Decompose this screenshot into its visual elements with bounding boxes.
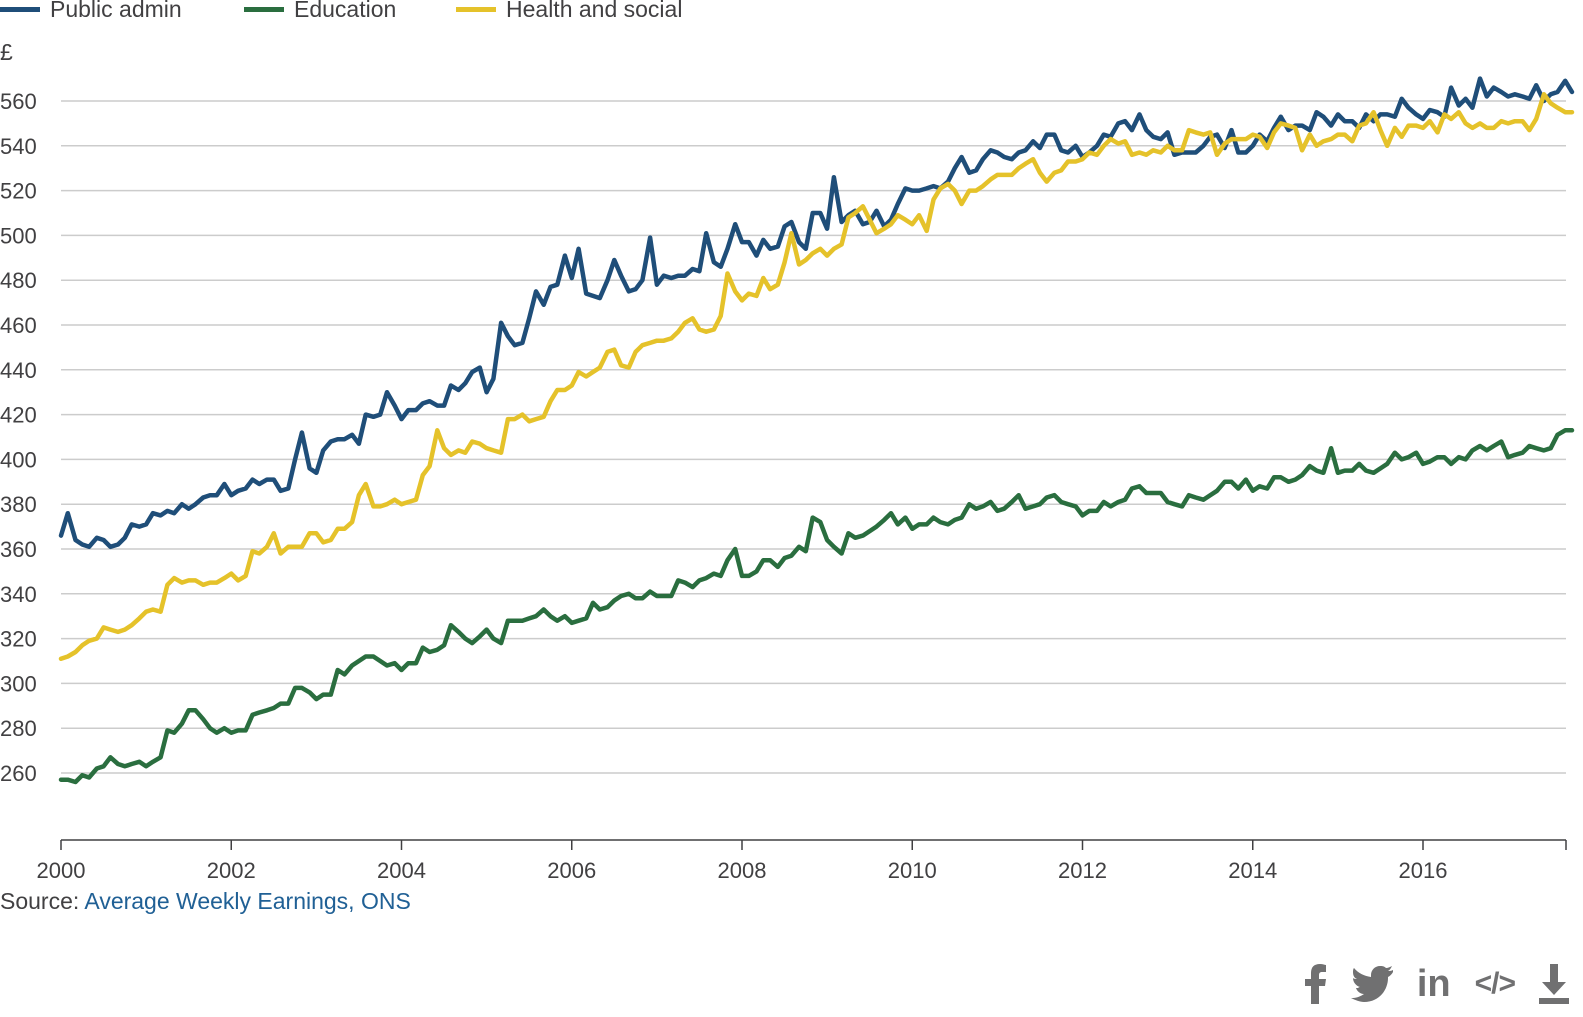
download-icon[interactable] [1539,960,1569,1008]
series-line-education [58,428,1575,785]
y-tick-label: 480 [0,268,37,293]
legend: Public admin Education Health and social [0,0,756,26]
x-tick-label: 2016 [1399,858,1448,883]
x-axis: 2000 2002 2004 2006 2008 2010 2012 2014 2016 [37,839,1567,883]
x-tick-label: 2008 [718,858,767,883]
y-tick-label: 440 [0,358,37,383]
y-tick-label: 460 [0,313,37,338]
x-tick-label: 2006 [547,858,596,883]
x-tick-label: 2014 [1228,858,1277,883]
embed-code-icon[interactable]: </> [1474,967,1516,1000]
source-prefix: Source: [0,888,85,914]
x-tick-label: 2012 [1058,858,1107,883]
y-axis-ticks: 260 280 300 320 340 360 380 400 420 440 460 480 500 5… [0,89,37,786]
source-note: Source: Average Weekly Earnings, ONS [0,888,411,915]
series-line-public-admin [58,76,1575,550]
legend-swatch [244,6,284,12]
legend-item: Public admin [0,0,244,26]
y-axis-unit: £ [0,39,13,65]
legend-label: Public admin [50,0,182,22]
y-tick-label: 400 [0,447,37,472]
y-tick-label: 500 [0,223,37,248]
x-tick-label: 2000 [37,858,86,883]
y-tick-label: 540 [0,134,37,159]
twitter-icon[interactable] [1350,960,1393,1008]
legend-swatch [0,6,40,12]
y-tick-label: 380 [0,492,37,517]
source-link[interactable]: Average Weekly Earnings, ONS [84,888,411,914]
series-lines [58,76,1575,785]
y-tick-label: 340 [0,582,37,607]
y-tick-label: 320 [0,627,37,652]
x-tick-label: 2002 [207,858,256,883]
facebook-icon[interactable] [1304,960,1327,1008]
linkedin-icon[interactable]: in [1416,962,1451,1005]
y-tick-label: 280 [0,716,37,741]
legend-item: Education [244,0,456,26]
x-tick-label: 2004 [377,858,426,883]
y-tick-label: 520 [0,179,37,204]
y-tick-label: 300 [0,671,37,696]
x-tick-label: 2010 [888,858,937,883]
share-toolbar: in </> [1304,960,1569,1008]
legend-item: Health and social [456,0,756,26]
legend-label: Education [294,0,397,22]
gridlines [61,100,1566,774]
y-tick-label: 260 [0,761,37,786]
y-tick-label: 560 [0,89,37,114]
y-tick-label: 420 [0,403,37,428]
legend-label: Health and social [506,0,683,22]
series-line-health-and-social [58,92,1575,662]
legend-swatch [456,6,496,12]
y-tick-label: 360 [0,537,37,562]
